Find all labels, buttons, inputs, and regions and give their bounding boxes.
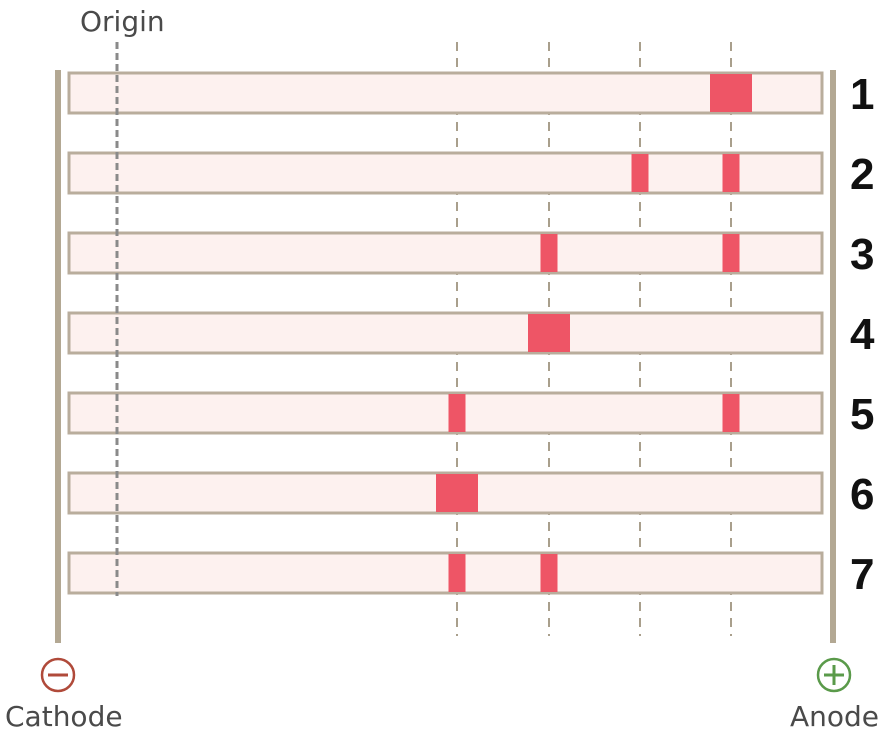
- band: [540, 554, 558, 592]
- lane-strip: [67, 311, 824, 355]
- lane-strip: [67, 551, 824, 595]
- anode-label: Anode: [790, 700, 879, 733]
- lane-strip: [67, 71, 824, 115]
- lane-number: 2: [850, 150, 874, 199]
- lane-number: 4: [850, 310, 875, 359]
- band: [436, 474, 478, 512]
- lane-5: 5: [67, 390, 874, 439]
- band: [710, 74, 752, 112]
- origin-label: Origin: [80, 5, 165, 38]
- lane-number: 6: [850, 470, 874, 519]
- lane-number: 3: [850, 230, 874, 279]
- cathode-label: Cathode: [5, 700, 123, 733]
- band: [722, 394, 740, 432]
- band: [722, 154, 740, 192]
- band: [631, 154, 649, 192]
- lane-number: 5: [850, 390, 874, 439]
- lane-number: 7: [850, 550, 874, 599]
- gel-lanes: 1 2 3 4 5 6 7: [67, 70, 875, 599]
- lane-2: 2: [67, 150, 874, 199]
- lane-3: 3: [67, 230, 874, 279]
- band: [528, 314, 570, 352]
- band: [722, 234, 740, 272]
- lane-strip: [67, 391, 824, 435]
- band: [448, 554, 466, 592]
- lane-6: 6: [67, 470, 874, 519]
- band: [540, 234, 558, 272]
- lane-strip: [67, 151, 824, 195]
- lane-strip: [67, 231, 824, 275]
- plus-circle-icon: [816, 657, 852, 693]
- minus-circle-icon: [40, 657, 76, 693]
- lane-7: 7: [67, 550, 874, 599]
- lane-1: 1: [67, 70, 874, 119]
- band: [448, 394, 466, 432]
- lane-number: 1: [850, 70, 874, 119]
- lane-4: 4: [67, 310, 875, 359]
